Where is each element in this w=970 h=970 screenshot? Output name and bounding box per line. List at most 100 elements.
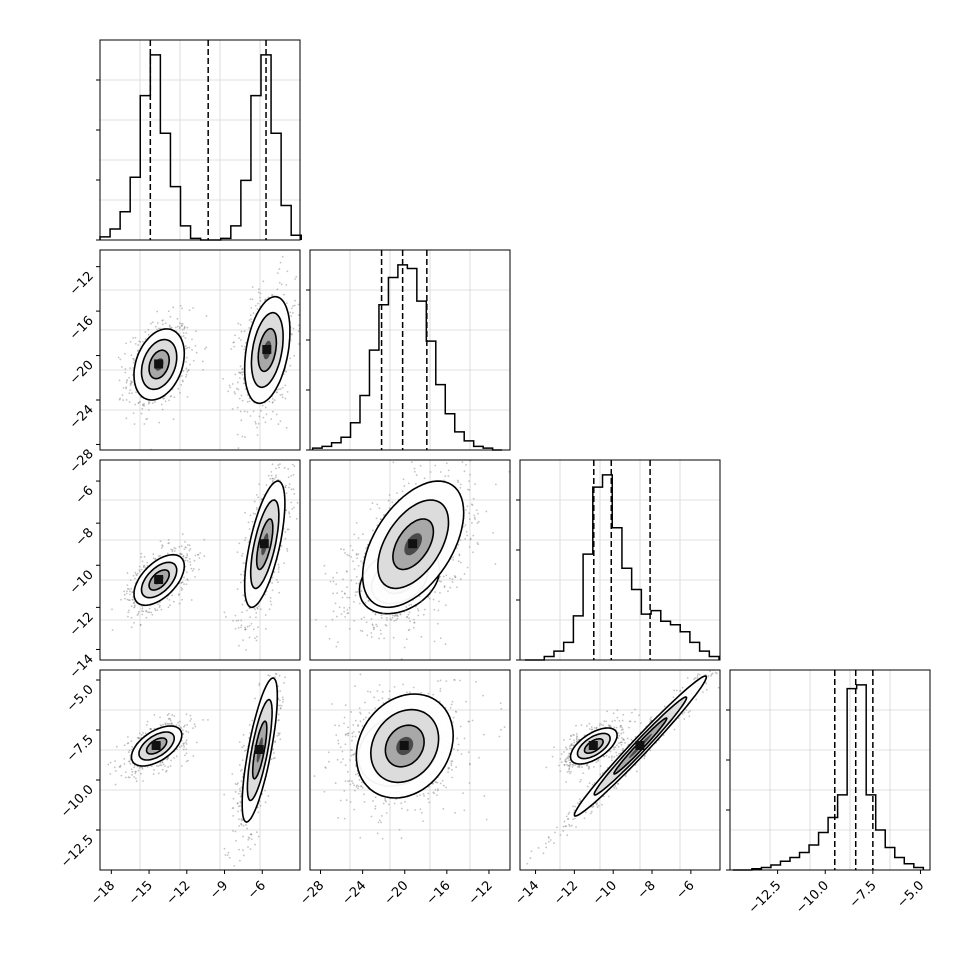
sample-point — [172, 418, 175, 421]
sample-point — [159, 327, 162, 330]
sample-point — [385, 617, 388, 619]
sample-point — [125, 386, 128, 389]
sample-point — [140, 556, 142, 559]
sample-point — [268, 400, 271, 403]
sample-point — [352, 560, 354, 563]
sample-point — [141, 404, 144, 407]
sample-point — [137, 769, 140, 772]
sample-point — [142, 780, 144, 782]
sample-point — [139, 737, 142, 740]
sample-point — [247, 846, 249, 848]
sample-point — [240, 818, 243, 820]
sample-point — [457, 544, 460, 546]
sample-point — [366, 634, 369, 637]
sample-point — [243, 410, 246, 413]
sample-point — [356, 590, 359, 593]
sample-point — [128, 599, 131, 602]
sample-point — [183, 325, 186, 328]
sample-point — [273, 752, 275, 754]
sample-point — [140, 412, 143, 415]
sample-point — [240, 419, 243, 422]
sample-point — [444, 604, 447, 607]
sample-point — [171, 714, 174, 716]
sample-point — [391, 501, 394, 504]
sample-point — [277, 456, 279, 458]
sample-point — [244, 628, 247, 631]
sample-point — [182, 742, 185, 745]
sample-point — [413, 467, 416, 470]
sample-point — [381, 612, 384, 615]
sample-point — [278, 281, 281, 284]
sample-point — [373, 626, 375, 629]
density-peak — [154, 575, 164, 584]
sample-point — [136, 572, 139, 575]
sample-point — [494, 563, 497, 565]
sample-point — [354, 594, 357, 597]
sample-point — [123, 597, 126, 600]
sample-point — [271, 576, 274, 579]
sample-point — [408, 628, 411, 631]
sample-point — [241, 759, 244, 762]
sample-point — [130, 381, 133, 383]
sample-point — [459, 561, 462, 564]
sample-point — [447, 475, 450, 478]
sample-point — [477, 520, 480, 523]
sample-point — [173, 757, 175, 759]
sample-point — [292, 305, 294, 308]
sample-point — [186, 544, 189, 546]
sample-point — [161, 323, 164, 326]
sample-point — [129, 590, 131, 593]
sample-point — [123, 593, 126, 596]
sample-point — [237, 388, 240, 391]
sample-point — [138, 565, 141, 568]
sample-point — [346, 570, 349, 573]
sample-point — [134, 403, 137, 406]
panel-frame — [99, 39, 301, 241]
sample-point — [254, 422, 257, 425]
sample-point — [180, 545, 183, 548]
sample-point — [233, 345, 236, 348]
sample-point — [337, 641, 339, 644]
sample-point — [180, 586, 183, 589]
sample-point — [185, 375, 187, 378]
sample-point — [154, 557, 157, 560]
sample-point — [281, 422, 283, 424]
sample-point — [160, 764, 163, 767]
sample-point — [190, 599, 193, 601]
sample-point — [365, 547, 368, 550]
sample-point — [155, 765, 158, 767]
sample-point — [244, 539, 246, 542]
sample-point — [241, 552, 244, 555]
sample-point — [255, 506, 258, 509]
sample-point — [276, 664, 278, 666]
sample-point — [129, 579, 132, 581]
sample-point — [402, 478, 405, 481]
sample-point — [159, 554, 162, 557]
y-tick-label: −10 — [67, 567, 97, 597]
sample-point — [479, 447, 481, 449]
sample-point — [160, 547, 163, 549]
sample-point — [429, 589, 432, 592]
sample-point — [413, 621, 416, 624]
sample-point — [123, 763, 126, 765]
sample-point — [284, 397, 287, 400]
sample-point — [244, 628, 247, 631]
sample-point — [283, 562, 286, 565]
sample-point — [277, 568, 280, 571]
sample-point — [188, 544, 191, 547]
sample-point — [340, 613, 343, 616]
sample-point — [241, 435, 244, 438]
sample-point — [152, 553, 155, 556]
sample-point — [279, 394, 282, 396]
sample-point — [451, 581, 454, 583]
sample-point — [472, 551, 474, 554]
sample-point — [242, 562, 245, 564]
sample-point — [191, 569, 194, 572]
sample-point — [126, 587, 129, 590]
sample-point — [197, 553, 200, 556]
sample-point — [257, 835, 260, 838]
sample-point — [367, 599, 370, 602]
sample-point — [391, 614, 394, 617]
sample-point — [406, 615, 409, 618]
sample-point — [184, 556, 187, 559]
